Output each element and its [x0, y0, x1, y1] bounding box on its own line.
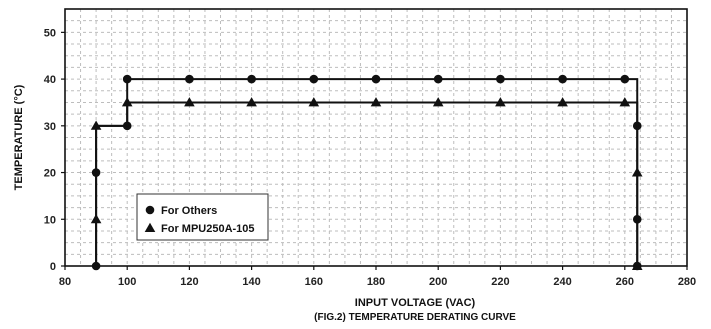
y-tick-label: 20: [44, 168, 56, 180]
y-tick-label: 30: [44, 121, 56, 133]
x-tick-label: 160: [305, 276, 323, 288]
circle-point: [433, 74, 443, 84]
triangle-point: [619, 97, 631, 107]
circle-point: [496, 74, 505, 84]
triangle-point: [90, 213, 102, 224]
x-tick-label: 260: [616, 276, 634, 288]
circle-point: [309, 74, 319, 84]
x-axis-title: INPUT VOLTAGE (VAC): [355, 297, 476, 309]
triangle-point: [184, 97, 195, 107]
triangle-point: [631, 260, 643, 270]
triangle-point: [90, 120, 102, 130]
legend-triangle-icon: [144, 222, 156, 232]
circle-point: [247, 74, 256, 84]
circle-point: [185, 74, 194, 84]
y-axis-ticks: 0 10 20 30 40 50: [44, 27, 65, 273]
y-axis-title: TEMPERATURE (°C): [13, 84, 25, 190]
triangle-point: [495, 97, 506, 107]
circle-point: [558, 74, 567, 84]
circle-point: [371, 74, 381, 84]
legend-label: For MPU250A-105: [161, 223, 255, 235]
x-tick-label: 200: [429, 276, 447, 288]
y-tick-label: 40: [44, 74, 56, 86]
triangle-point: [308, 97, 320, 107]
series-line: [95, 101, 639, 266]
x-tick-label: 120: [180, 276, 198, 288]
series-for-mpu250a-105: [90, 97, 643, 270]
x-tick-label: 140: [242, 276, 260, 288]
x-tick-label: 80: [59, 276, 71, 288]
figure-caption: (FIG.2) TEMPERATURE DERATING CURVE: [314, 312, 516, 323]
legend-label: For Others: [161, 205, 217, 217]
series-layer: [90, 74, 643, 271]
triangle-point: [631, 167, 643, 177]
triangle-point: [370, 97, 382, 107]
triangle-point: [557, 97, 568, 107]
circle-point: [620, 74, 630, 84]
y-tick-label: 10: [44, 214, 56, 226]
triangle-point: [246, 97, 257, 107]
y-tick-label: 50: [44, 27, 56, 39]
legend-box: [136, 193, 269, 241]
x-axis-ticks: 80 100 120 140 160 180 200 220 240 260 280: [59, 266, 696, 288]
x-tick-label: 180: [367, 276, 385, 288]
y-tick-label: 0: [50, 261, 56, 273]
x-tick-label: 220: [491, 276, 509, 288]
x-tick-label: 240: [553, 276, 571, 288]
legend: For Others For MPU250A-105: [136, 193, 269, 241]
circle-point: [122, 74, 132, 84]
triangle-point: [432, 97, 444, 107]
x-tick-label: 280: [678, 276, 696, 288]
legend-circle-icon: [145, 205, 155, 215]
triangle-point: [121, 97, 133, 107]
x-tick-label: 100: [118, 276, 136, 288]
